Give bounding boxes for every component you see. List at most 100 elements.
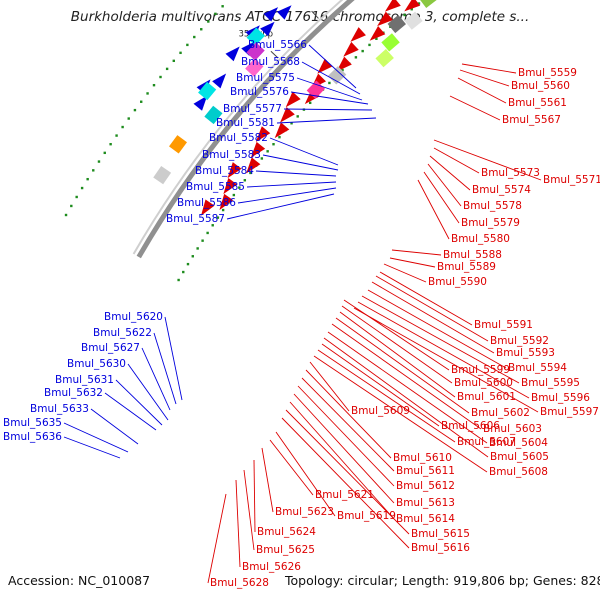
gc-dot-track-2 bbox=[375, 37, 378, 40]
gc-dot-track-2 bbox=[238, 186, 241, 189]
reverse-gene-label: Bmul_5614 bbox=[396, 513, 455, 525]
gene-block bbox=[327, 66, 347, 85]
gc-dot-track-2 bbox=[216, 216, 220, 219]
reverse-gene-arrow bbox=[285, 91, 301, 108]
reverse-gene-label: Bmul_5621 bbox=[315, 489, 374, 501]
gene-block bbox=[169, 135, 187, 154]
reverse-gene-label: Bmul_5605 bbox=[490, 451, 549, 463]
reverse-gene-arrow bbox=[280, 107, 295, 123]
reverse-gene-label: Bmul_5613 bbox=[396, 497, 455, 509]
gc-dot-track-2 bbox=[361, 49, 364, 53]
reverse-gene-leader-line bbox=[309, 361, 350, 412]
reverse-gene-arrow bbox=[219, 193, 234, 211]
forward-gene-label: Bmul_5636 bbox=[3, 431, 62, 443]
reverse-gene-label: Bmul_5596 bbox=[531, 392, 590, 404]
gc-dot-track-2 bbox=[308, 101, 312, 105]
reverse-gene-label: Bmul_5625 bbox=[256, 544, 315, 556]
reverse-gene-arrow bbox=[227, 162, 242, 179]
forward-gene-leader-line bbox=[262, 154, 339, 171]
reverse-gene-leader-line bbox=[327, 331, 488, 444]
reverse-gene-leader-line bbox=[289, 401, 395, 520]
forward-gene-leader-line bbox=[301, 61, 361, 95]
gc-dot-track-2 bbox=[417, 2, 421, 5]
reverse-gene-leader-line bbox=[433, 147, 480, 174]
gc-dot-track-1 bbox=[221, 5, 224, 8]
backbone-arc bbox=[136, 0, 355, 259]
gene-block bbox=[245, 58, 264, 77]
reverse-gene-label: Bmul_5567 bbox=[502, 114, 561, 126]
reverse-gene-label: Bmul_5593 bbox=[496, 347, 555, 359]
forward-gene-label: Bmul_5635 bbox=[3, 417, 62, 429]
reverse-gene-leader-line bbox=[293, 393, 395, 504]
reverse-gene-label: Bmul_5578 bbox=[463, 200, 522, 212]
reverse-gene-arrow bbox=[246, 157, 261, 174]
reverse-gene-label: Bmul_5602 bbox=[471, 407, 530, 419]
reverse-gene-label: Bmul_5615 bbox=[411, 528, 470, 540]
reverse-gene-label: Bmul_5609 bbox=[351, 405, 410, 417]
gc-dot-track-1 bbox=[92, 169, 95, 172]
reverse-gene-leader-line bbox=[353, 307, 539, 413]
reverse-gene-arrow bbox=[255, 126, 271, 143]
forward-gene-arrow bbox=[212, 73, 227, 89]
reverse-gene-leader-line bbox=[391, 249, 442, 256]
forward-gene-label: Bmul_5633 bbox=[30, 403, 89, 415]
gc-dot-track-2 bbox=[191, 255, 194, 258]
gc-dot-track-2 bbox=[196, 247, 199, 250]
gene-block bbox=[246, 42, 265, 61]
forward-gene-label: Bmul_5631 bbox=[55, 374, 114, 386]
forward-gene-arrow bbox=[263, 7, 279, 22]
gc-dot-track-2 bbox=[232, 193, 236, 197]
reverse-gene-leader-line bbox=[389, 257, 436, 268]
gc-dot-track-1 bbox=[193, 35, 196, 39]
forward-gene-leader-line bbox=[63, 436, 121, 459]
reverse-gene-label: Bmul_5606 bbox=[441, 420, 500, 432]
reverse-gene-leader-line bbox=[323, 337, 489, 458]
reverse-gene-arrow bbox=[404, 0, 421, 12]
gc-dot-track-2 bbox=[266, 150, 269, 153]
gc-dot-track-1 bbox=[64, 213, 68, 217]
gc-dot-track-2 bbox=[221, 208, 225, 212]
reverse-gene-label: Bmul_5599 bbox=[451, 364, 510, 376]
gc-dot-track-1 bbox=[152, 83, 156, 87]
reverse-gene-leader-line bbox=[281, 417, 410, 549]
forward-gene-leader-line bbox=[63, 422, 129, 453]
gc-dot-track-1 bbox=[214, 12, 217, 16]
gc-dot-track-2 bbox=[182, 270, 185, 274]
reverse-gene-label: Bmul_5589 bbox=[437, 261, 496, 273]
reverse-gene-leader-line bbox=[367, 289, 507, 369]
reverse-gene-label: Bmul_5579 bbox=[461, 217, 520, 229]
reverse-gene-leader-line bbox=[235, 479, 241, 568]
forward-gene-leader-line bbox=[104, 392, 157, 431]
reverse-gene-label: Bmul_5624 bbox=[257, 526, 316, 538]
reverse-gene-label: Bmul_5601 bbox=[457, 391, 516, 403]
gc-dot-track-1 bbox=[80, 186, 84, 190]
forward-gene-label: Bmul_5587 bbox=[166, 213, 225, 225]
reverse-gene-label: Bmul_5623 bbox=[275, 506, 334, 518]
reverse-gene-label: Bmul_5607 bbox=[457, 436, 516, 448]
gc-dot-track-2 bbox=[260, 157, 264, 160]
forward-gene-label: Bmul_5568 bbox=[241, 56, 300, 68]
reverse-gene-label: Bmul_5573 bbox=[481, 167, 540, 179]
reverse-gene-label: Bmul_5628 bbox=[210, 577, 269, 589]
forward-gene-arrow bbox=[193, 95, 208, 111]
gc-dot-track-1 bbox=[109, 142, 112, 146]
gc-dot-track-1 bbox=[121, 125, 124, 129]
reverse-gene-leader-line bbox=[301, 377, 395, 472]
reverse-gene-label: Bmul_5597 bbox=[540, 406, 599, 418]
forward-gene-leader-line bbox=[308, 44, 357, 89]
reverse-gene-leader-line bbox=[449, 95, 501, 121]
reverse-gene-label: Bmul_5619 bbox=[337, 510, 396, 522]
reverse-gene-arrow bbox=[317, 58, 333, 74]
gc-dot-track-2 bbox=[177, 278, 180, 282]
reverse-gene-leader-line bbox=[275, 431, 336, 517]
forward-gene-arrow bbox=[225, 46, 240, 62]
genome-summary-text: Topology: circular; Length: 919,806 bp; … bbox=[285, 573, 600, 588]
reverse-gene-label: Bmul_5560 bbox=[511, 80, 570, 92]
gc-dot-track-2 bbox=[296, 115, 299, 118]
reverse-gene-leader-line bbox=[357, 301, 530, 399]
tick-mark bbox=[311, 10, 319, 19]
reverse-gene-label: Bmul_5616 bbox=[411, 542, 470, 554]
reverse-gene-leader-line bbox=[261, 447, 274, 513]
gc-dot-track-2 bbox=[243, 179, 247, 182]
gc-dot-track-1 bbox=[75, 195, 78, 199]
